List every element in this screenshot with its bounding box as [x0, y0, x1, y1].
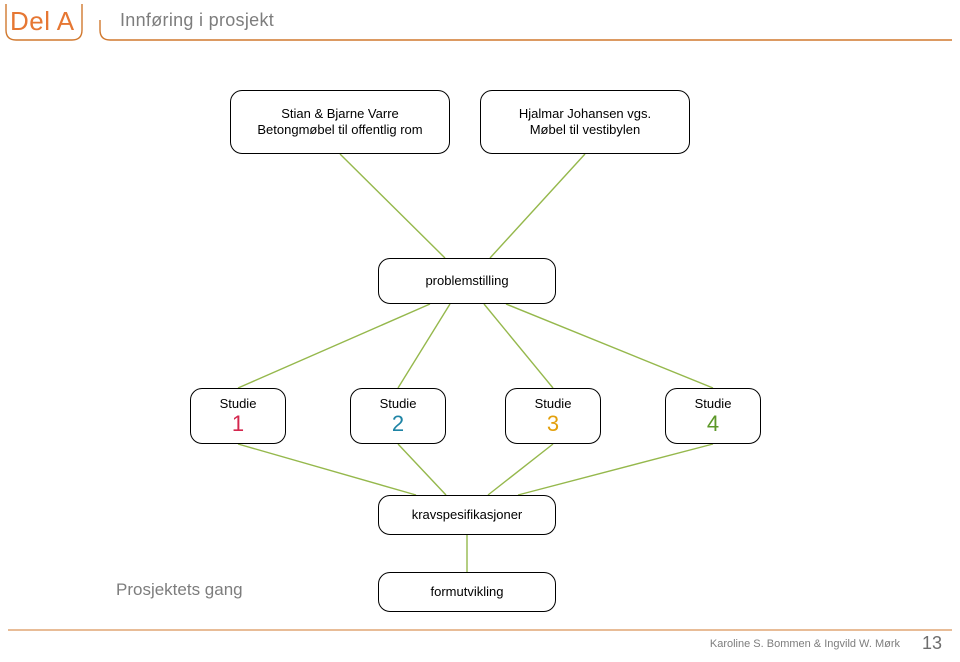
node-problemstilling: problemstilling: [378, 258, 556, 304]
footer-author: Karoline S. Bommen & Ingvild W. Mørk: [710, 638, 900, 650]
studie-label: Studie: [220, 396, 257, 411]
studie-label: Studie: [695, 396, 732, 411]
node-studie-2: Studie 2: [350, 388, 446, 444]
node-kravspesifikasjoner: kravspesifikasjoner: [378, 495, 556, 535]
studie-number: 2: [392, 411, 404, 437]
studie-number: 3: [547, 411, 559, 437]
footer-page-number: 13: [922, 633, 942, 654]
header-divider: [0, 0, 960, 60]
studie-label: Studie: [535, 396, 572, 411]
node-studie-1: Studie 1: [190, 388, 286, 444]
node-formutvikling: formutvikling: [378, 572, 556, 612]
studie-number: 1: [232, 411, 244, 437]
node-source-johansen: Hjalmar Johansen vgs. Møbel til vestibyl…: [480, 90, 690, 154]
node-source-varre: Stian & Bjarne Varre Betongmøbel til off…: [230, 90, 450, 154]
studie-label: Studie: [380, 396, 417, 411]
node-label: kravspesifikasjoner: [412, 507, 523, 523]
diagram-caption: Prosjektets gang: [116, 580, 243, 600]
node-line1: Stian & Bjarne Varre: [281, 106, 399, 122]
node-line2: Betongmøbel til offentlig rom: [257, 122, 422, 138]
page: Del A Innføring i prosjekt Stian & Bjarn…: [0, 0, 960, 662]
node-studie-4: Studie 4: [665, 388, 761, 444]
node-studie-3: Studie 3: [505, 388, 601, 444]
node-label: problemstilling: [425, 273, 508, 289]
node-line1: Hjalmar Johansen vgs.: [519, 106, 651, 122]
node-line2: Møbel til vestibylen: [530, 122, 641, 138]
studie-number: 4: [707, 411, 719, 437]
node-label: formutvikling: [431, 584, 504, 600]
